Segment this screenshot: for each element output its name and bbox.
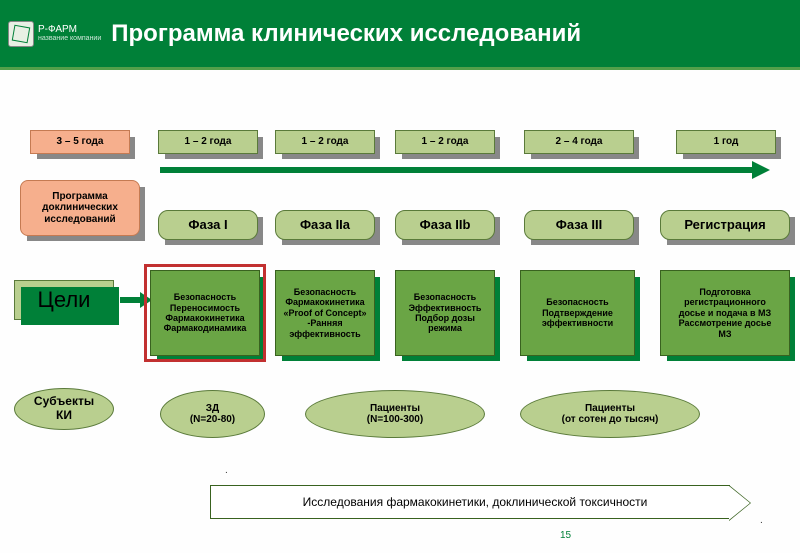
goal-box: Подготовкарегистрационногодосье и подача… xyxy=(660,270,790,356)
footer-arrow-head xyxy=(729,485,751,521)
preclinical-box: Программа доклинических исследований xyxy=(20,180,140,236)
phase-pill: Фаза IIa xyxy=(275,210,375,240)
phase-pill: Фаза IIb xyxy=(395,210,495,240)
dot: . xyxy=(225,465,228,476)
header-bar: Р-ФАРМ название компании Программа клини… xyxy=(0,0,800,70)
logo-sub: название компании xyxy=(38,35,101,43)
logo-icon xyxy=(8,21,34,47)
goal-box: БезопасностьПодтверждениеэффективности xyxy=(520,270,635,356)
duration-box: 2 – 4 года xyxy=(524,130,634,154)
goals-label: Цели xyxy=(14,280,114,320)
slide-number: 15 xyxy=(560,530,571,541)
subject-ellipse: Пациенты(от сотен до тысяч) xyxy=(520,390,700,438)
goals-arrow-shaft xyxy=(120,297,140,303)
duration-box: 1 – 2 года xyxy=(395,130,495,154)
duration-box: 1 – 2 года xyxy=(275,130,375,154)
diagram-canvas: 3 – 5 года 1 – 2 года 1 – 2 года 1 – 2 года… xyxy=(0,70,800,550)
page-title: Программа клинических исследований xyxy=(111,20,581,48)
duration-box: 1 – 2 года xyxy=(158,130,258,154)
subjects-label: СубъектыКИ xyxy=(14,388,114,430)
goal-box: БезопасностьФармакокинетика«Proof of Con… xyxy=(275,270,375,356)
footer-arrow: Исследования фармакокинетики, доклиничес… xyxy=(210,485,730,519)
timeline-arrow-head xyxy=(752,161,770,179)
goal-box: БезопасностьПереносимостьФармакокинетика… xyxy=(150,270,260,356)
goal-box: БезопасностьЭффективностьПодбор дозырежи… xyxy=(395,270,495,356)
logo-name: Р-ФАРМ xyxy=(38,24,101,35)
duration-box: 1 год xyxy=(676,130,776,154)
duration-box: 3 – 5 года xyxy=(30,130,130,154)
phase-pill: Регистрация xyxy=(660,210,790,240)
phase-pill: Фаза III xyxy=(524,210,634,240)
timeline-arrow-shaft xyxy=(160,167,755,173)
dot: . xyxy=(760,515,763,526)
phase-pill: Фаза I xyxy=(158,210,258,240)
logo: Р-ФАРМ название компании xyxy=(8,21,101,47)
subject-ellipse: Пациенты(N=100-300) xyxy=(305,390,485,438)
subject-ellipse: ЗД(N=20-80) xyxy=(160,390,265,438)
